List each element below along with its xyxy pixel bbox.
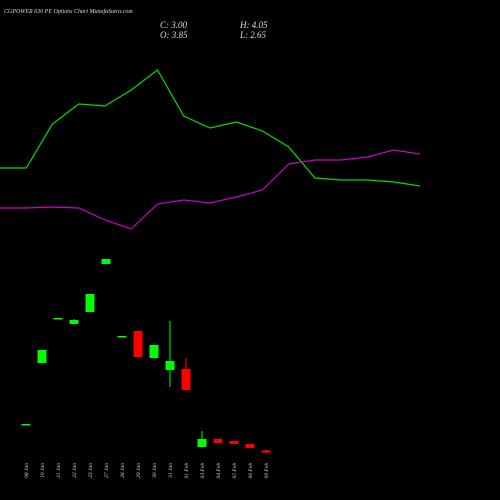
candle-body (165, 361, 175, 370)
x-tick-label: 22 Jan (72, 463, 78, 478)
chart-title: CGPOWER 630 PE Options Chart MunafaSutra… (4, 8, 133, 15)
x-tick-label: 29 Jan (136, 463, 142, 478)
candle-body (197, 439, 207, 447)
indicator-line (0, 149, 421, 230)
x-tick-label: 10 Jan (40, 463, 46, 478)
open-info: O: 3.85 (160, 30, 188, 40)
candle-body (53, 318, 63, 320)
x-tick-label: 01 Feb (184, 463, 190, 479)
x-tick-label: 30 Jan (152, 463, 158, 479)
candle-body (133, 331, 143, 357)
x-tick-label: 04 Feb (215, 463, 222, 479)
x-tick-label: 03 Feb (200, 463, 206, 479)
candle-body (21, 424, 31, 426)
x-tick-label: 05 Feb (232, 463, 238, 479)
candle-body (149, 345, 159, 358)
x-tick-label: 31 Jan (168, 463, 174, 479)
low-info: L: 2.65 (239, 30, 267, 40)
candle-body (69, 320, 79, 324)
x-tick-label: 09 Feb (264, 463, 270, 479)
candle-body (213, 439, 223, 443)
x-tick-label: 23 Jan (88, 463, 94, 478)
candle-body (37, 350, 47, 363)
x-tick-label: 08 Jan (24, 463, 30, 478)
x-tick-label: 06 Feb (248, 463, 254, 479)
x-tick-label: 21 Jan (56, 463, 62, 478)
high-info: H: 4.05 (239, 20, 268, 30)
candle-body (245, 444, 255, 448)
x-tick-label: 27 Jan (104, 463, 110, 478)
candle-body (181, 369, 191, 390)
close-info: C: 3.00 (160, 20, 188, 30)
x-tick-label: 28 Jan (120, 463, 126, 478)
candle-body (229, 441, 239, 444)
candle-body (117, 336, 127, 338)
candle-body (85, 294, 95, 312)
candle-body (101, 259, 111, 264)
indicator-line (0, 69, 421, 187)
candle-body (261, 450, 271, 453)
